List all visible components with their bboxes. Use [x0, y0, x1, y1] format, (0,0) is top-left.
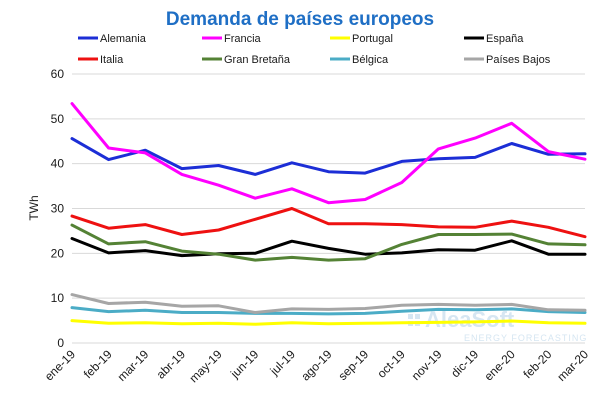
series-lines: [70, 102, 587, 326]
series-line-francia: [70, 102, 587, 205]
legend-item-italia: Italia: [78, 54, 124, 66]
legend-item-alemania: Alemania: [78, 33, 147, 45]
legend-label: Bélgica: [352, 54, 389, 66]
series-line-portugal: [70, 319, 587, 326]
series-line-italia: [70, 207, 587, 239]
x-tick-label: abr-19: [154, 347, 189, 382]
y-tick-label: 0: [57, 336, 64, 350]
x-tick-label: mar-20: [554, 347, 591, 384]
legend-item-portugal: Portugal: [330, 33, 393, 45]
watermark-tagline: ENERGY FORECASTING: [464, 333, 587, 343]
x-tick-label: dic-19: [448, 347, 481, 380]
series-line-belgica: [70, 306, 587, 316]
legend-label: Alemania: [100, 33, 147, 45]
y-tick-label: 20: [51, 246, 65, 260]
series-line-gran-bretana: [70, 223, 587, 262]
x-tick-label: nov-19: [409, 347, 445, 383]
y-tick-label: 10: [51, 291, 65, 305]
y-tick-label: 40: [51, 157, 65, 171]
x-tick-label: may-19: [186, 347, 224, 385]
legend-label: Gran Bretaña: [224, 54, 291, 66]
legend-label: España: [486, 33, 524, 45]
series-line-alemania: [70, 137, 587, 176]
y-axis-ticks: 0 10 20 30 40 50 60: [51, 67, 65, 350]
y-tick-label: 50: [51, 112, 65, 126]
x-tick-label: mar-19: [115, 347, 152, 384]
legend-item-francia: Francia: [202, 33, 262, 45]
legend-item-belgica: Bélgica: [330, 54, 389, 66]
y-axis-title: TWh: [27, 195, 41, 220]
legend-label: Italia: [100, 54, 124, 66]
y-tick-label: 60: [51, 67, 65, 81]
legend-item-gran-bretana: Gran Bretaña: [202, 54, 291, 66]
legend-label: Portugal: [352, 33, 393, 45]
legend-label: Países Bajos: [486, 54, 551, 66]
x-tick-label: ene-20: [482, 347, 519, 384]
legend-item-espana: España: [464, 33, 524, 45]
x-tick-label: sep-19: [335, 347, 371, 383]
chart-title: Demanda de países europeos: [166, 9, 434, 30]
legend: Alemania Francia Portugal España Italia Gran …: [78, 33, 551, 66]
x-tick-label: feb-20: [521, 347, 555, 381]
legend-item-paises-bajos: Países Bajos: [464, 54, 551, 66]
x-tick-label: ene-19: [42, 347, 79, 384]
x-tick-label: jun-19: [227, 347, 261, 381]
series-line-paises-bajos: [70, 293, 587, 314]
legend-label: Francia: [224, 33, 262, 45]
x-tick-label: ago-19: [298, 347, 335, 384]
x-tick-label: oct-19: [374, 347, 408, 381]
y-tick-label: 30: [51, 202, 65, 216]
x-tick-label: feb-19: [81, 347, 115, 381]
series-line-espana: [70, 237, 587, 258]
x-tick-label: jul-19: [267, 347, 299, 379]
watermark: AleaSoft ENERGY FORECASTING: [408, 307, 587, 343]
